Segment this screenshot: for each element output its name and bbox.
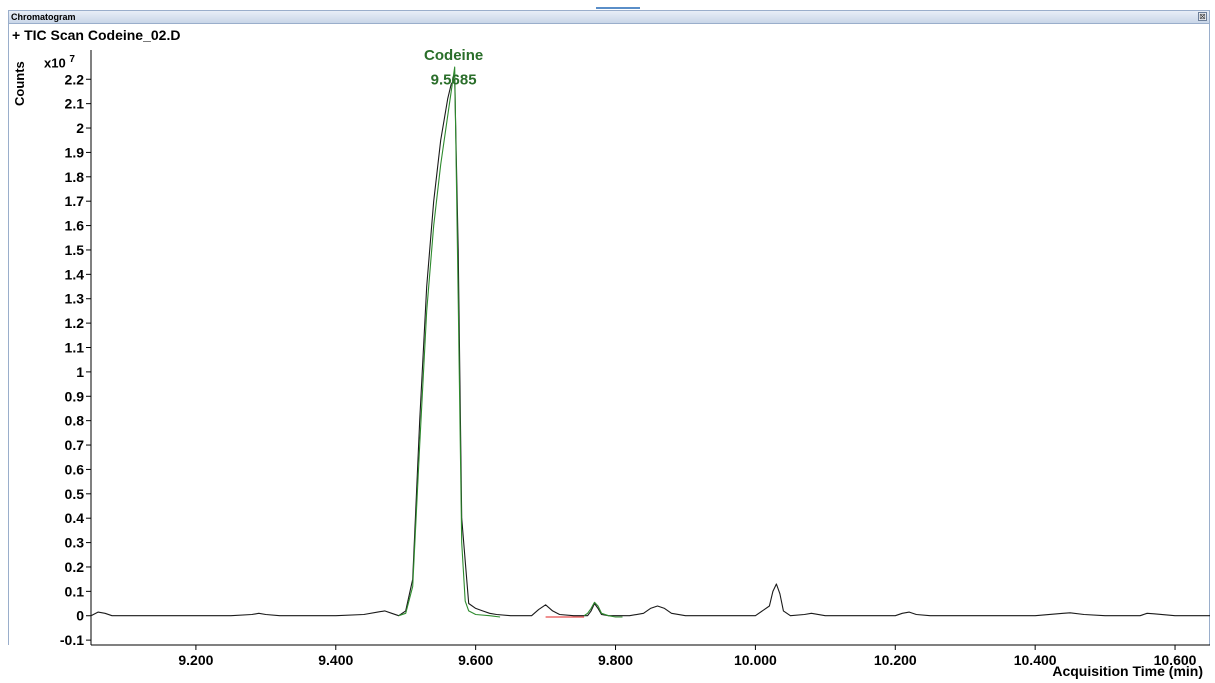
y-tick-label: 0.9 xyxy=(65,388,85,404)
y-tick-label: 2.2 xyxy=(65,71,85,87)
top-accent-bar xyxy=(596,7,640,9)
trace-title: + TIC Scan Codeine_02.D xyxy=(12,27,181,43)
y-tick-label: 0.2 xyxy=(65,559,85,575)
x-tick-label: 9.800 xyxy=(598,652,633,668)
y-tick-label: 0.4 xyxy=(65,510,85,526)
chromatogram-panel xyxy=(8,24,1210,645)
chromatogram-titlebar: Chromatogram ⊠ xyxy=(8,10,1210,24)
peak-annotation-1: 9.5685 xyxy=(431,71,477,88)
y-tick-label: 1.1 xyxy=(65,340,85,356)
y-tick-label: 1.9 xyxy=(65,144,85,160)
y-tick-label: 0.7 xyxy=(65,437,85,453)
y-tick-label: -0.1 xyxy=(60,632,84,648)
x-tick-label: 9.200 xyxy=(178,652,213,668)
y-tick-label: 0.5 xyxy=(65,486,85,502)
x-axis-label: Acquisition Time (min) xyxy=(1052,663,1203,679)
x-tick-label: 10.000 xyxy=(734,652,777,668)
x-tick-label: 9.600 xyxy=(458,652,493,668)
y-tick-label: 0 xyxy=(76,608,84,624)
y-tick-label: 1.6 xyxy=(65,218,85,234)
series-line-0 xyxy=(90,78,1210,617)
y-tick-label: 2.1 xyxy=(65,96,85,112)
y-tick-label: 0.8 xyxy=(65,413,85,429)
y-tick-label: 1.5 xyxy=(65,242,85,258)
y-tick-label: 0.6 xyxy=(65,461,85,477)
y-tick-label: 0.1 xyxy=(65,583,85,599)
y-tick-label: 0.3 xyxy=(65,535,85,551)
y-tick-label: 1.3 xyxy=(65,291,85,307)
y-scale-factor: x10 7 xyxy=(44,54,75,70)
window-title: Chromatogram xyxy=(11,12,76,22)
series-line-1 xyxy=(398,66,501,618)
close-icon[interactable]: ⊠ xyxy=(1198,12,1207,21)
x-tick-label: 10.200 xyxy=(874,652,917,668)
y-tick-label: 1.2 xyxy=(65,315,85,331)
y-scale-prefix: x10 xyxy=(44,55,66,71)
x-tick-label: 9.400 xyxy=(318,652,353,668)
x-tick-label: 10.600 xyxy=(1154,652,1197,668)
top-strip xyxy=(0,0,1215,10)
y-tick-label: 2 xyxy=(76,120,84,136)
x-tick-label: 10.400 xyxy=(1014,652,1057,668)
peak-annotation-0: Codeine xyxy=(424,47,483,64)
series-line-2 xyxy=(583,601,623,618)
y-tick-label: 1.8 xyxy=(65,169,85,185)
y-scale-exponent: 7 xyxy=(69,54,75,65)
y-tick-label: 1.7 xyxy=(65,193,85,209)
y-tick-label: 1 xyxy=(76,364,84,380)
y-tick-label: 1.4 xyxy=(65,266,85,282)
